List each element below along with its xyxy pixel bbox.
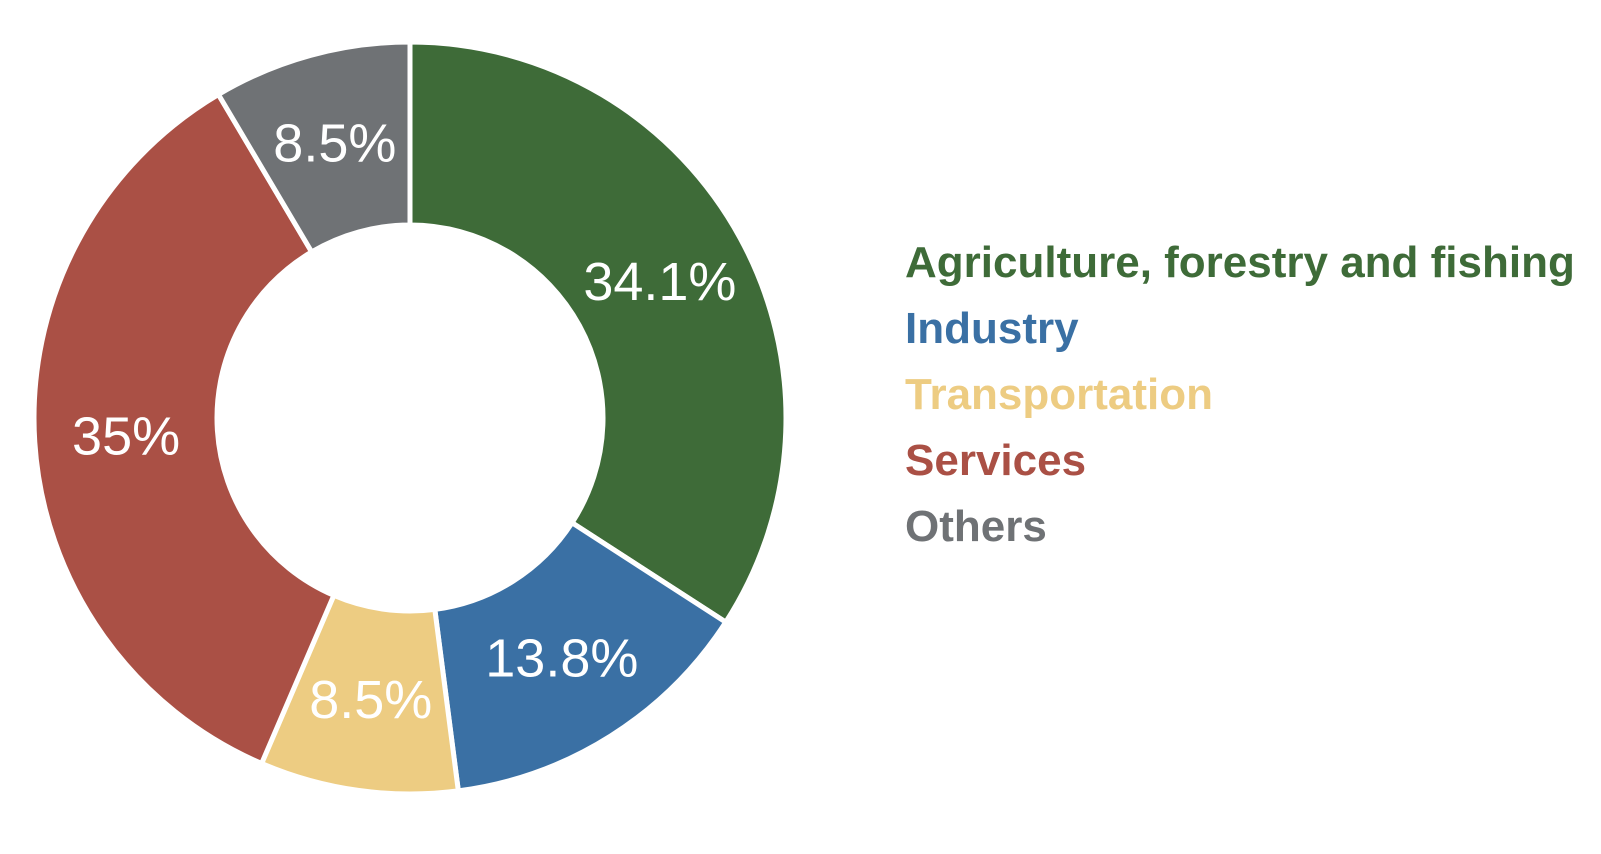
slice-services (31, 91, 338, 767)
slice-others (215, 39, 413, 256)
chart-legend: Agriculture, forestry and fishing Indust… (905, 230, 1575, 560)
slice-agriculture (407, 39, 789, 626)
slice-label-industry: 13.8% (485, 629, 638, 689)
legend-item-agriculture: Agriculture, forestry and fishing (905, 238, 1575, 287)
legend-item-others: Others (905, 502, 1047, 551)
slice-industry (432, 519, 730, 794)
legend-item-transportation: Transportation (905, 370, 1214, 419)
slice-label-services: 35% (72, 406, 180, 466)
slice-label-agriculture: 34.1% (583, 252, 736, 312)
slice-label-transportation: 8.5% (309, 670, 432, 730)
donut-slices (31, 39, 789, 797)
legend-item-services: Services (905, 436, 1087, 485)
slice-labels: 34.1% 13.8% 8.5% 35% 8.5% (72, 114, 736, 730)
slice-label-others: 8.5% (273, 114, 396, 174)
legend-item-industry: Industry (905, 304, 1079, 353)
